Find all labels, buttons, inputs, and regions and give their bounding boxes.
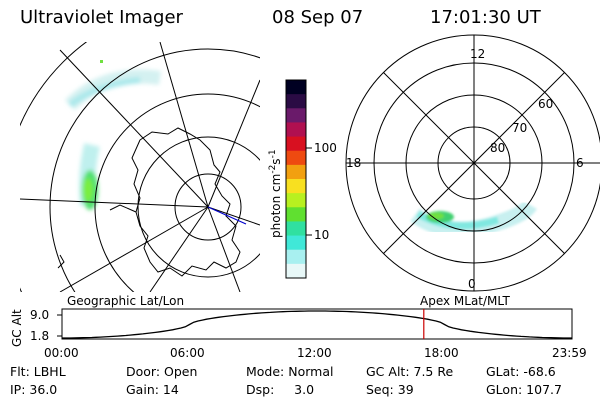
timeline-left-caption: Geographic Lat/Lon [67, 294, 185, 308]
colorbar-swatch [286, 263, 306, 279]
geographic-map [20, 42, 260, 292]
info-dsp: Dsp: 3.0 [246, 382, 315, 397]
colorbar-swatch [286, 150, 306, 166]
aurora-emission-left [65, 69, 162, 210]
colorbar-tick-100: 100 [314, 141, 337, 155]
colorbar-swatch [286, 249, 306, 265]
time-label: 17:01:30 UT [430, 7, 541, 28]
colorbar-swatch [286, 94, 306, 109]
mlat-label-70: 70 [512, 121, 528, 135]
info-glon: GLon: 107.7 [486, 382, 562, 397]
mlt-label-0: 0 [468, 277, 476, 291]
mlat-label-80: 80 [490, 141, 506, 155]
timeline-xtick: 12:00 [297, 346, 332, 360]
lat-circle [49, 48, 260, 292]
timeline-xtick: 00:00 [44, 346, 79, 360]
mlat-label-60: 60 [538, 97, 554, 111]
info-mode: Mode: Normal [246, 364, 334, 379]
mlt-label-12: 12 [470, 47, 486, 61]
colorbar-swatch [286, 108, 306, 123]
colorbar-swatch [286, 122, 306, 138]
timeline-ylabel: GC Alt [10, 309, 24, 347]
colorbar-swatch [286, 136, 306, 152]
colorbar-swatch [286, 235, 306, 251]
colorbar [285, 79, 312, 279]
info-flt: Flt: LBHL [10, 364, 66, 379]
timeline-xtick: 18:00 [424, 346, 459, 360]
orbit-timeline [57, 308, 573, 340]
lat-circle [137, 136, 260, 278]
colorbar-tick-10: 10 [314, 228, 330, 242]
timeline-ytick-low: 1.8 [30, 329, 50, 343]
coastline [131, 127, 241, 277]
colorbar-swatch [286, 164, 306, 180]
lat-circle [94, 93, 260, 292]
colorbar-swatch [286, 207, 306, 222]
timeline-xtick: 06:00 [170, 346, 205, 360]
lat-circle [174, 173, 242, 241]
info-seq: Seq: 39 [366, 382, 414, 397]
colorbar-swatch [286, 221, 306, 237]
info-door: Door: Open [126, 364, 198, 379]
instrument-title: Ultraviolet Imager [20, 7, 183, 28]
info-gain: Gain: 14 [126, 382, 179, 397]
info-gc-alt: GC Alt: 7.5 Re [366, 364, 454, 379]
mlt-label-18: 18 [346, 156, 362, 170]
date-label: 08 Sep 07 [272, 7, 364, 28]
colorbar-swatch [286, 179, 306, 194]
info-ip: IP: 36.0 [10, 382, 58, 397]
timeline-right-caption: Apex MLat/MLT [420, 294, 510, 308]
info-glat: GLat: -68.6 [486, 364, 556, 379]
colorbar-unit-label: photon cm-2s-1 [268, 149, 283, 238]
colorbar-swatch [286, 193, 306, 208]
colorbar-swatch [286, 80, 306, 95]
timeline-ytick-high: 9.0 [30, 308, 50, 322]
mlt-label-6: 6 [576, 156, 584, 170]
timeline-xtick: 23:59 [552, 346, 587, 360]
polar-plot [345, 34, 600, 292]
